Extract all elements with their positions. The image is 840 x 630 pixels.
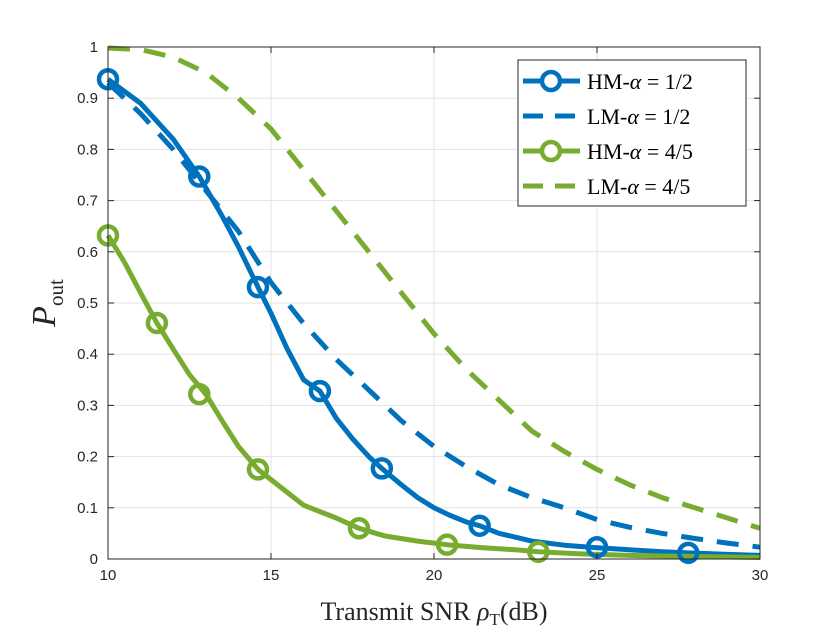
y-tick-label: 0.9	[77, 90, 98, 107]
legend-marker-swatch	[539, 139, 563, 163]
lm-alpha-four-fifths-line	[107, 45, 761, 531]
y-tick-label: 0.6	[77, 244, 98, 261]
lm-alpha-half-line	[106, 80, 761, 550]
y-tick-label: 1	[90, 39, 98, 56]
legend-entry-lm-alpha-half: LM-α = 1/2	[523, 104, 690, 129]
hm-alpha-four-fifths-marker	[188, 382, 211, 406]
y-tick-label: 0.3	[77, 397, 98, 414]
hm-alpha-four-fifths-line	[105, 234, 761, 560]
legend-entry-lm-alpha-four-fifths: LM-α = 4/5	[523, 174, 690, 199]
x-axis-label: Transmit SNR ρT(dB)	[320, 597, 547, 629]
hm-alpha-half-line	[106, 77, 761, 558]
hm-alpha-half-marker	[370, 457, 394, 480]
hm-alpha-four-fifths-marker	[246, 458, 270, 481]
y-tick-label: 0.2	[77, 449, 98, 466]
y-tick-label: 0.8	[77, 141, 98, 158]
y-axis-label: Pout	[26, 279, 68, 328]
hm-alpha-four-fifths-marker	[435, 533, 459, 556]
tick-labels: 10 15 20 25 30 0 0.1 0.2 0.3 0.4 0.5 0.6 0.7 0.8 0.9 1	[77, 39, 768, 584]
hm-alpha-half-marker	[308, 379, 332, 403]
x-tick-label: 15	[263, 567, 280, 584]
legend-label: HM-α = 4/5	[587, 139, 693, 164]
legend-label: HM-α = 1/2	[587, 69, 693, 94]
y-tick-label: 0.5	[77, 295, 98, 312]
hm-alpha-four-fifths-marker	[347, 517, 371, 540]
hm-alpha-four-fifths-marker	[527, 540, 550, 564]
y-tick-label: 0.4	[77, 346, 98, 363]
hm-alpha-half-marker	[188, 165, 211, 188]
series-markers	[96, 68, 700, 565]
y-tick-label: 0	[90, 551, 98, 568]
legend-entry-hm-alpha-half: HM-α = 1/2	[523, 69, 693, 94]
y-tick-label: 0.7	[77, 193, 98, 210]
hm-alpha-four-fifths-marker	[145, 311, 169, 335]
hm-alpha-half-marker	[468, 514, 491, 537]
legend-entry-hm-alpha-four-fifths: HM-α = 4/5	[523, 139, 693, 164]
series-lines	[105, 45, 761, 560]
x-tick-label: 25	[589, 567, 606, 584]
x-tick-label: 20	[426, 567, 443, 584]
legend-label: LM-α = 4/5	[587, 174, 690, 199]
legend: HM-α = 1/2 LM-α = 1/2 HM-α = 4/5 LM-α = 4/5	[517, 59, 747, 207]
x-tick-label: 30	[752, 567, 769, 584]
x-tick-label: 10	[100, 567, 117, 584]
hm-alpha-half-marker	[246, 275, 270, 299]
hm-alpha-half-marker	[677, 541, 700, 565]
legend-marker-swatch	[539, 69, 563, 93]
legend-label: LM-α = 1/2	[587, 104, 690, 129]
y-tick-label: 0.1	[77, 500, 98, 517]
